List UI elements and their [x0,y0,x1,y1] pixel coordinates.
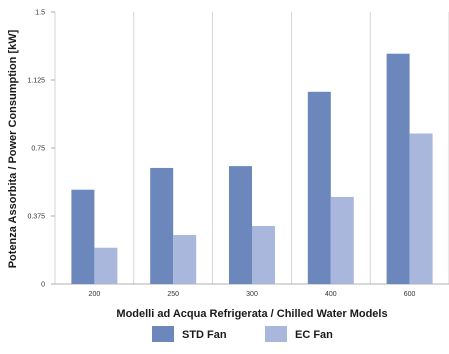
legend-swatch [152,326,174,342]
x-tick-label: 300 [246,291,258,298]
bar-std-fan [150,167,174,284]
bar-ec-fan [173,235,197,284]
bar-ec-fan [94,247,118,284]
x-tick-label: 250 [167,291,179,298]
bar-ec-fan [330,196,354,284]
y-axis-ticks: 0 0.375 0.75 1.125 1.5 [27,10,55,289]
legend-swatch [265,326,287,342]
legend: STD Fan EC Fan [152,326,333,342]
bar-ec-fan [252,225,275,284]
bar-std-fan [71,189,95,284]
x-tick-label: 200 [89,291,101,298]
bar-std-fan [386,53,410,284]
bar-ec-fan [409,133,433,284]
bar-std-fan [307,91,331,284]
bar-std-fan [229,166,252,284]
bars [71,53,433,284]
x-tick-label: 400 [325,291,337,298]
y-tick-label: 0.375 [27,214,45,221]
y-axis-title: Potenza Assorbita / Power Consumption [k… [7,29,19,268]
y-tick-label: 0 [41,282,45,289]
x-axis-title: Modelli ad Acqua Refrigerata / Chilled W… [116,308,387,320]
x-axis-ticks: 200 250 300 400 600 [89,291,416,298]
y-tick-label: 1.5 [35,10,45,17]
legend-label: EC Fan [295,329,333,341]
legend-label: STD Fan [182,329,227,341]
y-tick-label: 0.75 [31,146,45,153]
x-tick-label: 600 [404,291,416,298]
y-tick-label: 1.125 [27,78,45,85]
